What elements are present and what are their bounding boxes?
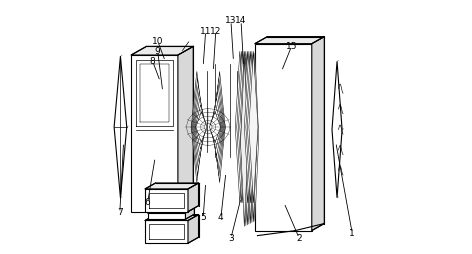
Polygon shape (210, 112, 220, 142)
Polygon shape (244, 57, 251, 225)
Polygon shape (188, 215, 199, 243)
Polygon shape (250, 54, 257, 222)
Polygon shape (131, 46, 193, 55)
Polygon shape (185, 208, 194, 219)
Polygon shape (178, 46, 193, 212)
Polygon shape (246, 51, 255, 203)
Text: 9: 9 (155, 47, 160, 56)
Text: 14: 14 (236, 17, 247, 25)
Polygon shape (332, 61, 342, 198)
Text: 7: 7 (117, 208, 123, 217)
Polygon shape (194, 98, 205, 156)
Polygon shape (242, 58, 250, 226)
Text: 8: 8 (150, 57, 155, 66)
Text: 12: 12 (210, 26, 221, 36)
Polygon shape (248, 55, 256, 223)
Polygon shape (240, 51, 249, 203)
Polygon shape (148, 213, 185, 219)
Polygon shape (191, 71, 202, 183)
Text: 4: 4 (218, 213, 224, 223)
Text: 5: 5 (200, 213, 206, 223)
Polygon shape (244, 51, 253, 203)
Polygon shape (212, 91, 223, 163)
Polygon shape (148, 208, 194, 213)
Text: 6: 6 (145, 198, 151, 207)
Polygon shape (245, 56, 253, 224)
Polygon shape (212, 85, 224, 169)
Text: 15: 15 (286, 42, 297, 51)
Polygon shape (210, 105, 221, 149)
Polygon shape (235, 51, 244, 203)
Text: 11: 11 (200, 26, 211, 36)
Polygon shape (214, 71, 225, 183)
Polygon shape (145, 189, 188, 212)
Polygon shape (241, 51, 251, 203)
Polygon shape (188, 183, 199, 212)
Polygon shape (249, 51, 258, 203)
Polygon shape (145, 183, 199, 189)
Polygon shape (246, 55, 254, 224)
Polygon shape (194, 91, 205, 163)
Polygon shape (145, 215, 199, 220)
Text: 10: 10 (152, 37, 163, 46)
Polygon shape (196, 112, 207, 142)
Text: 1: 1 (349, 229, 355, 237)
Polygon shape (238, 51, 247, 203)
Polygon shape (241, 58, 248, 227)
Polygon shape (145, 220, 188, 243)
Polygon shape (312, 37, 324, 231)
Polygon shape (193, 85, 204, 169)
Polygon shape (243, 51, 252, 203)
Polygon shape (195, 105, 206, 149)
Polygon shape (213, 78, 224, 176)
Polygon shape (251, 53, 259, 221)
Polygon shape (247, 51, 256, 203)
Polygon shape (131, 55, 178, 212)
Text: 2: 2 (296, 234, 302, 243)
Polygon shape (211, 98, 222, 156)
Text: 3: 3 (228, 234, 234, 243)
Polygon shape (192, 78, 203, 176)
Text: 13: 13 (225, 17, 236, 25)
Polygon shape (255, 44, 312, 231)
Polygon shape (237, 51, 246, 203)
Polygon shape (114, 56, 127, 198)
Polygon shape (255, 37, 324, 44)
